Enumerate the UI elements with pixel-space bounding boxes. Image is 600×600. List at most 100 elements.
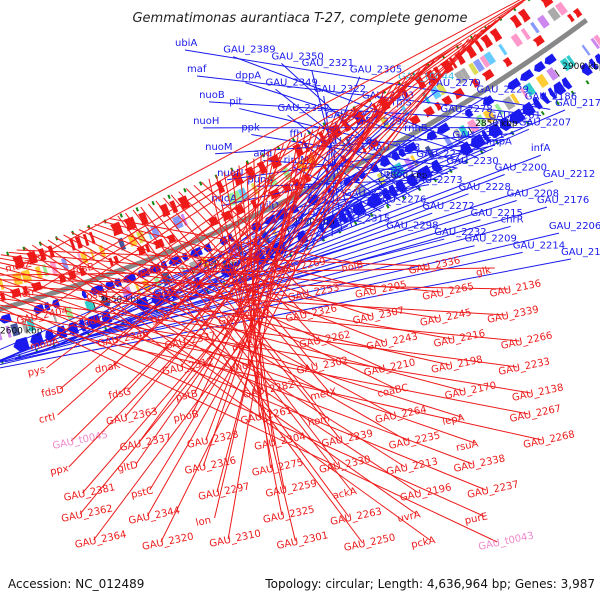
gene-arrow	[215, 180, 226, 194]
reverse-gene-label: pstB	[175, 389, 199, 404]
function-block	[483, 51, 497, 66]
forward-gene-label: GAU_2207	[519, 117, 571, 128]
function-block	[34, 266, 43, 279]
forward-gene-label: rnhB	[404, 123, 428, 134]
reverse-gene-label: gltD	[116, 460, 139, 475]
scale-tick	[385, 204, 390, 209]
gene-arrow	[0, 313, 12, 324]
forward-gene-label: GAU_2200	[495, 163, 547, 174]
function-block	[424, 145, 435, 159]
gene-arrow	[489, 28, 503, 43]
gene-leader-line	[245, 161, 260, 417]
forward-gene-label: GAU_2298	[386, 220, 438, 231]
scale-tick	[135, 207, 139, 212]
forward-gene-label: GAU_2231	[452, 130, 504, 141]
gene-arrow	[436, 122, 451, 135]
gene-leader-line	[79, 33, 476, 515]
forward-gene-label: GAU_2230	[446, 156, 498, 167]
forward-gene-label: GAU_2299	[356, 117, 408, 128]
gene-leader-line	[0, 254, 439, 319]
gene-leader-line	[182, 105, 357, 342]
reverse-gene-label: GAU_2233	[498, 356, 552, 378]
function-block	[150, 224, 161, 239]
reverse-gene-label: GAU_2136	[489, 278, 543, 300]
forward-gene-label: nuoA	[211, 194, 237, 205]
function-block	[510, 93, 520, 106]
scale-tick	[119, 213, 123, 218]
forward-gene-label: ppk	[241, 123, 260, 134]
reverse-gene-label: glk	[475, 265, 492, 279]
scale-tick	[555, 100, 560, 106]
forward-gene-label: GAU_2171	[555, 98, 600, 109]
gene-arrow	[532, 97, 543, 110]
forward-gene-label: GAU_2293	[368, 143, 420, 154]
forward-gene-label: GAU_2215	[470, 208, 522, 219]
forward-gene-label: GAU_2209	[465, 234, 517, 245]
gene-leader-line	[193, 184, 307, 294]
gene-leader-line	[0, 306, 498, 543]
gene-leader-line	[238, 144, 284, 292]
function-block	[535, 73, 549, 89]
gene-leader-line	[147, 203, 341, 440]
function-block	[566, 55, 576, 67]
reverse-gene-label: GAU_2264	[374, 404, 428, 426]
scale-tick	[585, 80, 590, 85]
gene-leader-line	[0, 267, 495, 276]
reverse-gene-label: GAU_2339	[486, 304, 540, 326]
scale-tick	[525, 120, 530, 126]
gene-leader-line	[0, 299, 484, 517]
gene-arrow	[480, 34, 494, 49]
gene-leader-line	[124, 212, 350, 518]
function-block	[466, 118, 480, 133]
kbp-label: 2900 kbp	[562, 62, 600, 72]
function-block	[453, 128, 464, 142]
gene-leader-line	[94, 223, 372, 317]
gene-leader-line	[178, 191, 319, 341]
forward-gene-label: GAU_2331	[308, 207, 360, 218]
gene-arrow	[158, 203, 171, 218]
genome-summary-text: Topology: circular; Length: 4,636,964 bp…	[264, 577, 595, 591]
genome-backbone	[0, 18, 588, 312]
gene-leader-line	[149, 81, 400, 491]
scale-tick	[469, 35, 474, 41]
reverse-gene-label: pys	[27, 365, 46, 379]
gene-arrow	[553, 81, 567, 96]
function-block	[468, 62, 479, 76]
gene-arrow	[138, 211, 149, 226]
reverse-gene-label: GAU_2316	[184, 455, 238, 477]
gene-leader-line	[115, 55, 442, 340]
scale-tick	[38, 241, 42, 246]
forward-gene-label: GAU_2279	[428, 78, 480, 89]
scale-tick	[151, 200, 155, 206]
gene-arrow	[540, 92, 551, 105]
forward-gene-label: rimM	[284, 155, 309, 166]
scale-tick	[167, 194, 171, 199]
gene-leader-line	[331, 121, 337, 237]
reverse-gene-label: GAU_2320	[141, 531, 195, 553]
reverse-gene-label: GAU_2338	[453, 453, 507, 475]
forward-gene-label: GAU_2228	[458, 182, 510, 193]
forward-gene-label: chrR	[501, 214, 524, 225]
function-block	[547, 6, 561, 22]
gene-leader-line	[117, 215, 364, 544]
reverse-gene-label: GAU_2266	[500, 330, 554, 352]
reverse-gene-label: GAU_2297	[197, 481, 251, 503]
gene-leader-line	[39, 242, 419, 494]
function-block	[523, 82, 537, 97]
forward-gene-label: rplS	[392, 97, 412, 108]
function-block	[510, 33, 523, 48]
gene-arrow	[123, 216, 138, 232]
gene-leader-line	[90, 42, 463, 267]
gene-arrow	[540, 0, 554, 8]
forward-gene-label: add	[253, 148, 272, 159]
reverse-gene-label: GAU_2310	[208, 528, 262, 550]
gene-arrow	[544, 53, 557, 65]
gene-arrow	[581, 62, 593, 76]
kbp-label: 2600 kbp	[0, 326, 43, 336]
function-block	[454, 70, 467, 85]
forward-gene-label: punA	[247, 174, 273, 185]
gene-leader-line	[0, 285, 473, 465]
forward-gene-label: GAU_2274	[416, 149, 468, 160]
reverse-gene-label: GAU_2210	[363, 357, 417, 379]
reverse-gene-label: GAU_2267	[509, 403, 563, 425]
